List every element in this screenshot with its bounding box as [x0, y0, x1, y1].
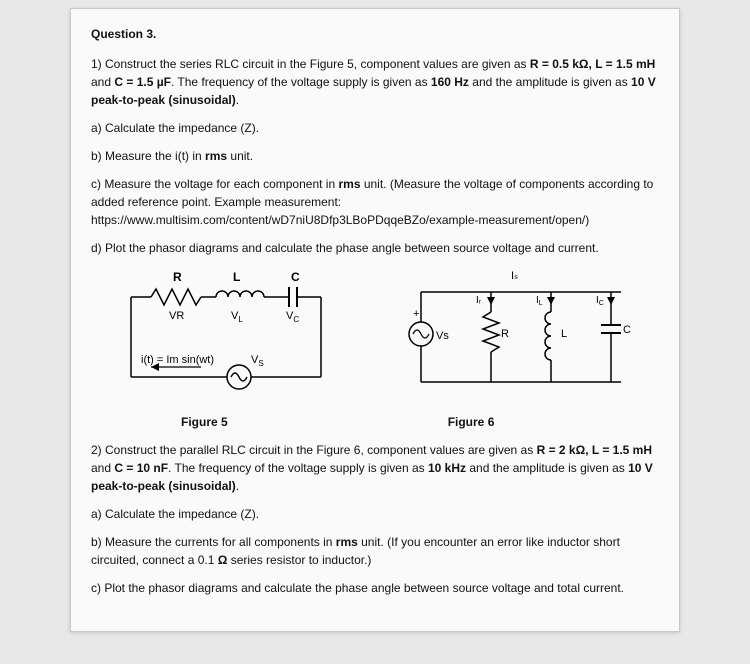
q1c: c) Measure the voltage for each componen… [91, 175, 659, 229]
resistor-icon [151, 289, 201, 305]
q1b-rms: rms [205, 149, 227, 163]
label-VR: VR [169, 310, 184, 322]
q1c-url: https://www.multisim.com/content/wD7niU8… [91, 213, 589, 227]
label-VC: VC [286, 310, 299, 324]
document-page: Question 3. 1) Construct the series RLC … [70, 8, 680, 632]
resistor-icon [483, 312, 499, 352]
q1a: a) Calculate the impedance (Z). [91, 119, 659, 137]
q1-c-value: C = 1.5 µF [114, 75, 171, 89]
figure-5: R L C [121, 267, 341, 407]
figure-6-caption: Figure 6 [448, 413, 495, 431]
q2b-ohm: Ω [218, 553, 228, 567]
q1-freq: 160 Hz [431, 75, 469, 89]
q1d: d) Plot the phasor diagrams and calculat… [91, 239, 659, 257]
q1c-rms: rms [338, 177, 360, 191]
label-IC: IC [596, 295, 604, 307]
label-Is: Iₛ [511, 270, 518, 282]
parallel-rlc-diagram: Iₛ + Vs Iᵣ R [401, 267, 641, 407]
caption-row: Figure 5 Figure 6 [121, 409, 659, 431]
q2a: a) Calculate the impedance (Z). [91, 505, 659, 523]
q2-amp-txt: and the amplitude is given as [466, 461, 628, 475]
q1c-pre: c) Measure the voltage for each componen… [91, 177, 338, 191]
q2b-pre: b) Measure the currents for all componen… [91, 535, 336, 549]
q2b-rms: rms [336, 535, 358, 549]
q1-and: and [91, 75, 114, 89]
inductor-icon [216, 291, 264, 297]
figure-6: Iₛ + Vs Iᵣ R [401, 267, 641, 407]
figures-row: R L C [121, 267, 659, 407]
question-heading: Question 3. [91, 25, 659, 43]
q1-text: 1) Construct the series RLC circuit in t… [91, 57, 530, 71]
inductor-icon [545, 312, 551, 360]
q2-dot: . [236, 479, 239, 493]
q1b-pre: b) Measure the i(t) in [91, 149, 205, 163]
label-R: R [173, 270, 182, 284]
q1b-tail: unit. [227, 149, 253, 163]
q1-prompt: 1) Construct the series RLC circuit in t… [91, 55, 659, 109]
label-Vs: Vs [436, 330, 449, 342]
label-vs: VS [251, 354, 264, 368]
q2b-tail2: series resistor to inductor.) [227, 553, 371, 567]
label-it: i(t) = Im sin(wt) [141, 354, 214, 366]
q1b: b) Measure the i(t) in rms unit. [91, 147, 659, 165]
q2-freq: 10 kHz [428, 461, 466, 475]
label-IL: IL [536, 295, 543, 307]
label-plus: + [413, 308, 419, 320]
q2-rl-values: R = 2 kΩ, L = 1.5 mH [537, 443, 652, 457]
label-C: C [291, 270, 300, 284]
q2-prompt: 2) Construct the parallel RLC circuit in… [91, 441, 659, 495]
label-IR: Iᵣ [476, 295, 482, 306]
q2-text: 2) Construct the parallel RLC circuit in… [91, 443, 537, 457]
label-VL: VL [231, 310, 243, 324]
q1-dot: . [236, 93, 239, 107]
figure-5-caption: Figure 5 [181, 413, 228, 431]
q2b: b) Measure the currents for all componen… [91, 533, 659, 569]
q2-rest: . The frequency of the voltage supply is… [168, 461, 428, 475]
label-R: R [501, 328, 509, 340]
label-L: L [561, 328, 567, 340]
series-rlc-diagram: R L C [121, 267, 341, 407]
q1-amp-txt: and the amplitude is given as [469, 75, 631, 89]
label-L: L [233, 270, 240, 284]
q1-rest: . The frequency of the voltage supply is… [171, 75, 431, 89]
label-C: C [623, 324, 631, 336]
q2-and: and [91, 461, 114, 475]
q2-c-value: C = 10 nF [114, 461, 168, 475]
q1-rl-values: R = 0.5 kΩ, L = 1.5 mH [530, 57, 655, 71]
q2c: c) Plot the phasor diagrams and calculat… [91, 579, 659, 597]
